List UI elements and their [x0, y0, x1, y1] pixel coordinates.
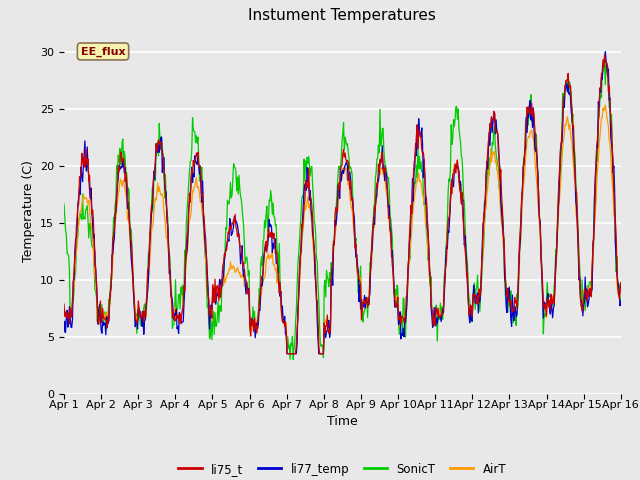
li75_t [60, 301, 68, 307]
li75_t [70, 268, 78, 274]
li75_t [127, 240, 135, 245]
Line: AirT: AirT [64, 105, 621, 354]
AirT [617, 289, 625, 295]
li77_temp [184, 232, 192, 238]
SonicT [70, 287, 78, 292]
li77_temp [411, 164, 419, 170]
AirT [184, 242, 192, 248]
li77_temp [127, 257, 135, 263]
SonicT [127, 227, 135, 232]
li75_t [411, 156, 419, 161]
li77_temp [617, 298, 625, 304]
li77_temp [283, 351, 291, 357]
li75_t [428, 300, 435, 306]
AirT [127, 256, 135, 262]
li77_temp [214, 290, 221, 296]
AirT [60, 308, 68, 313]
SonicT [214, 314, 221, 320]
Text: EE_flux: EE_flux [81, 47, 125, 57]
Title: Instument Temperatures: Instument Temperatures [248, 9, 436, 24]
SonicT [617, 299, 625, 304]
li77_temp [70, 276, 78, 282]
li75_t [214, 283, 221, 288]
Line: li77_temp: li77_temp [64, 52, 621, 354]
AirT [411, 192, 419, 197]
li75_t [617, 279, 625, 285]
AirT [283, 351, 291, 357]
AirT [428, 293, 435, 299]
AirT [602, 102, 609, 108]
li75_t [283, 351, 291, 357]
Y-axis label: Temperature (C): Temperature (C) [22, 160, 35, 262]
Line: li75_t: li75_t [64, 55, 621, 354]
X-axis label: Time: Time [327, 415, 358, 429]
SonicT [411, 179, 419, 185]
Line: SonicT: SonicT [64, 60, 621, 360]
li77_temp [428, 305, 435, 311]
AirT [214, 293, 221, 299]
SonicT [184, 194, 192, 200]
SonicT [60, 201, 68, 207]
li77_temp [602, 49, 609, 55]
li77_temp [60, 329, 68, 335]
Legend: li75_t, li77_temp, SonicT, AirT: li75_t, li77_temp, SonicT, AirT [173, 458, 511, 480]
SonicT [428, 274, 435, 280]
AirT [70, 285, 78, 290]
li75_t [601, 52, 609, 58]
SonicT [286, 357, 294, 362]
li75_t [184, 229, 192, 235]
SonicT [600, 57, 607, 63]
